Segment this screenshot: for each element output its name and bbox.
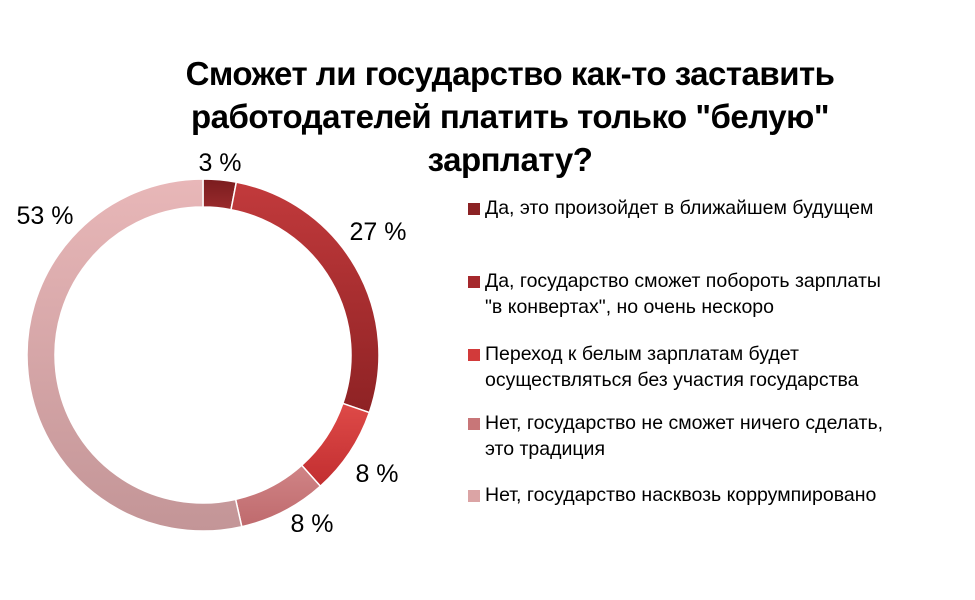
legend-item-1: Да, это произойдет в ближайшем будущем xyxy=(468,195,968,221)
legend-label-1: Да, это произойдет в ближайшем будущем xyxy=(485,197,874,219)
chart-title-line-1: Сможет ли государство как-то заставить xyxy=(185,55,835,92)
slice-label-5: 53 % xyxy=(16,202,74,230)
slice-label-3: 8 % xyxy=(355,460,399,488)
slice-label-2: 27 % xyxy=(349,218,407,246)
legend-swatch-1 xyxy=(468,203,480,215)
legend-label-4: Нет, государство не сможет ничего сделат… xyxy=(485,412,884,460)
donut-slice-2 xyxy=(230,181,380,414)
chart-title-line-3: зарплату? xyxy=(427,141,593,178)
legend-item-4: Нет, государство не сможет ничего сделат… xyxy=(468,410,968,462)
legend-swatch-5 xyxy=(468,490,480,502)
legend-label-2: Да, государство сможет побороть зарплаты… xyxy=(485,270,881,318)
legend-item-3: Переход к белым зарплатам будет осуществ… xyxy=(468,341,968,393)
donut-slice-5 xyxy=(26,178,243,532)
legend-swatch-3 xyxy=(468,349,480,361)
legend-item-5: Нет, государство насквозь коррумпировано xyxy=(468,482,968,508)
legend-label-5: Нет, государство насквозь коррумпировано xyxy=(485,484,877,506)
slice-label-4: 8 % xyxy=(290,510,334,538)
legend-swatch-4 xyxy=(468,418,480,430)
legend-label-3: Переход к белым зарплатам будет осуществ… xyxy=(485,343,859,391)
slice-label-1: 3 % xyxy=(198,149,242,177)
legend-swatch-2 xyxy=(468,276,480,288)
chart-title: Сможет ли государство как-то заставить р… xyxy=(150,52,870,181)
chart-title-line-2: работодателей платить только "белую" xyxy=(191,98,829,135)
legend-item-2: Да, государство сможет побороть зарплаты… xyxy=(468,268,968,320)
